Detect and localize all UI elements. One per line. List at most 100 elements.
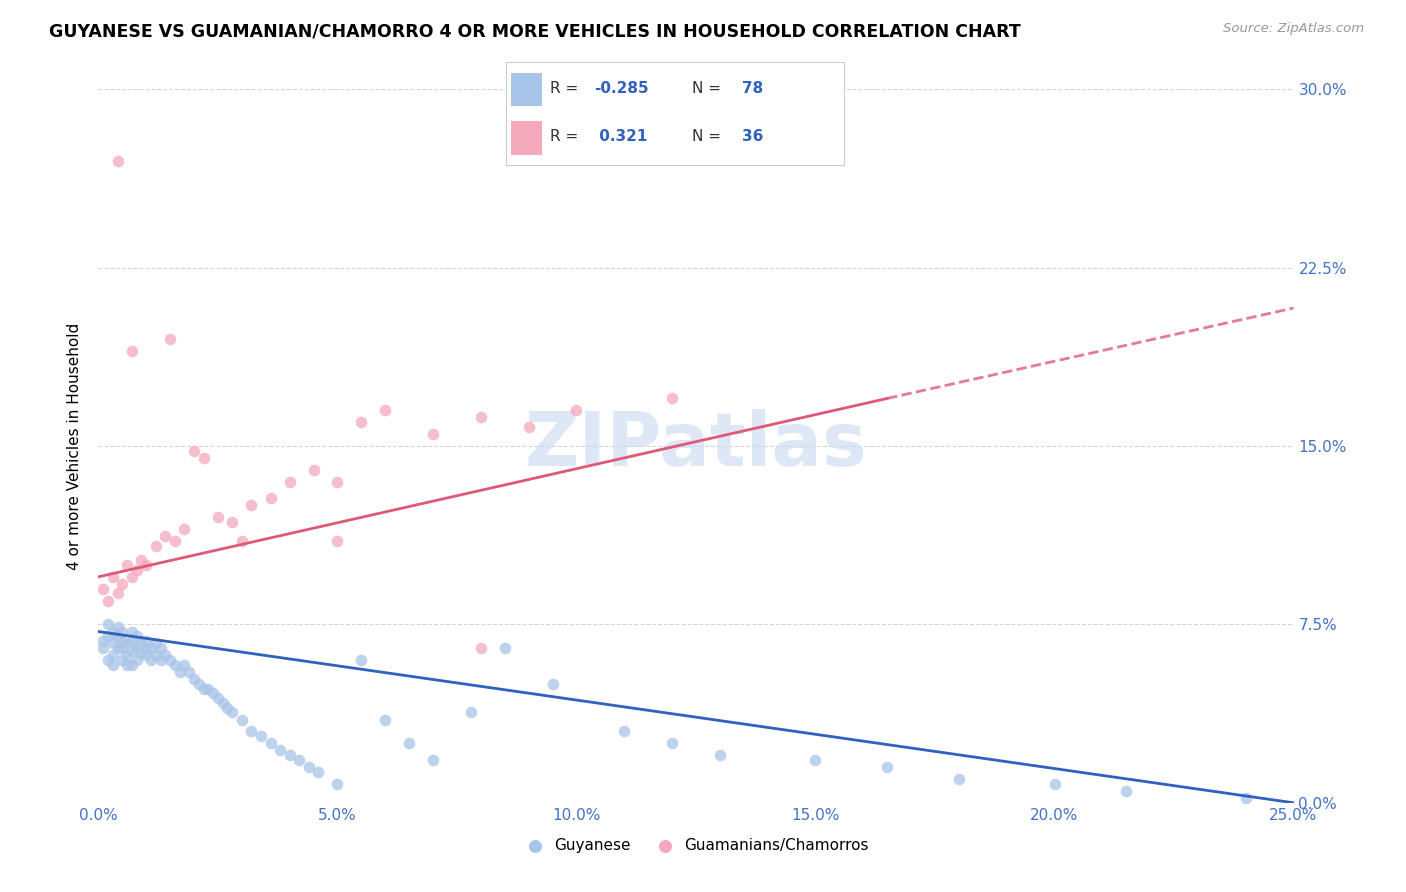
- Point: [115, 558, 138, 572]
- Point: [470, 641, 492, 656]
- Point: [139, 653, 162, 667]
- Point: [661, 392, 683, 406]
- Point: [145, 539, 167, 553]
- Point: [169, 665, 191, 679]
- Point: [302, 463, 325, 477]
- Point: [240, 724, 263, 739]
- Point: [155, 529, 177, 543]
- Point: [125, 641, 148, 656]
- Point: [259, 491, 281, 506]
- Text: GUYANESE VS GUAMANIAN/CHAMORRO 4 OR MORE VEHICLES IN HOUSEHOLD CORRELATION CHART: GUYANESE VS GUAMANIAN/CHAMORRO 4 OR MORE…: [49, 22, 1021, 40]
- Point: [207, 691, 229, 706]
- Point: [159, 332, 181, 346]
- Point: [541, 677, 564, 691]
- Point: [398, 736, 420, 750]
- Point: [163, 534, 186, 549]
- Point: [149, 653, 172, 667]
- Text: ZIPatlas: ZIPatlas: [524, 409, 868, 483]
- Text: Source: ZipAtlas.com: Source: ZipAtlas.com: [1223, 22, 1364, 36]
- Point: [135, 634, 157, 648]
- Point: [121, 343, 143, 358]
- Point: [1043, 777, 1066, 791]
- Point: [460, 706, 482, 720]
- Point: [101, 636, 124, 650]
- Point: [111, 577, 134, 591]
- Text: -0.285: -0.285: [593, 80, 648, 95]
- Point: [269, 743, 291, 757]
- Point: [207, 510, 229, 524]
- Text: N =: N =: [692, 80, 725, 95]
- Point: [202, 686, 225, 700]
- Point: [350, 653, 373, 667]
- Point: [107, 620, 129, 634]
- Point: [804, 753, 827, 767]
- Point: [97, 653, 120, 667]
- Point: [115, 648, 138, 663]
- Point: [121, 570, 143, 584]
- Point: [374, 713, 396, 727]
- Point: [709, 748, 731, 763]
- Point: [131, 646, 153, 660]
- Point: [155, 648, 177, 663]
- FancyBboxPatch shape: [512, 73, 541, 106]
- Y-axis label: 4 or more Vehicles in Household: 4 or more Vehicles in Household: [67, 322, 83, 570]
- Point: [91, 641, 114, 656]
- Legend: Guyanese, Guamanians/Chamorros: Guyanese, Guamanians/Chamorros: [517, 832, 875, 859]
- Point: [149, 641, 172, 656]
- Point: [173, 657, 195, 672]
- Point: [307, 764, 329, 779]
- Text: 0.321: 0.321: [593, 129, 647, 145]
- Point: [876, 760, 898, 774]
- Point: [1234, 791, 1257, 805]
- Point: [107, 629, 129, 643]
- Point: [135, 558, 157, 572]
- Point: [183, 672, 205, 686]
- Text: 78: 78: [742, 80, 763, 95]
- Point: [107, 153, 129, 168]
- Point: [298, 760, 321, 774]
- Point: [107, 641, 129, 656]
- Point: [278, 475, 301, 489]
- Point: [179, 665, 201, 679]
- FancyBboxPatch shape: [512, 121, 541, 155]
- Point: [231, 713, 253, 727]
- Point: [139, 641, 162, 656]
- Point: [183, 443, 205, 458]
- Point: [91, 634, 114, 648]
- Point: [217, 700, 239, 714]
- Point: [101, 657, 124, 672]
- Point: [107, 586, 129, 600]
- Text: N =: N =: [692, 129, 725, 145]
- Text: R =: R =: [550, 129, 588, 145]
- Point: [115, 657, 138, 672]
- Point: [173, 522, 195, 536]
- Point: [111, 624, 134, 639]
- Point: [288, 753, 311, 767]
- Point: [145, 636, 167, 650]
- Point: [101, 624, 124, 639]
- Point: [121, 643, 143, 657]
- Point: [221, 706, 243, 720]
- Point: [470, 410, 492, 425]
- Point: [231, 534, 253, 549]
- Point: [145, 648, 167, 663]
- Point: [159, 653, 181, 667]
- Point: [125, 629, 148, 643]
- Point: [1115, 784, 1137, 798]
- Point: [111, 653, 134, 667]
- Point: [163, 657, 186, 672]
- Text: R =: R =: [550, 80, 583, 95]
- Point: [326, 475, 349, 489]
- Point: [374, 403, 396, 417]
- Point: [131, 636, 153, 650]
- Point: [211, 696, 233, 710]
- Point: [661, 736, 683, 750]
- Point: [121, 634, 143, 648]
- Point: [115, 636, 138, 650]
- Point: [422, 753, 444, 767]
- Point: [517, 420, 540, 434]
- Point: [97, 629, 120, 643]
- Point: [101, 570, 124, 584]
- Point: [125, 563, 148, 577]
- Point: [221, 515, 243, 529]
